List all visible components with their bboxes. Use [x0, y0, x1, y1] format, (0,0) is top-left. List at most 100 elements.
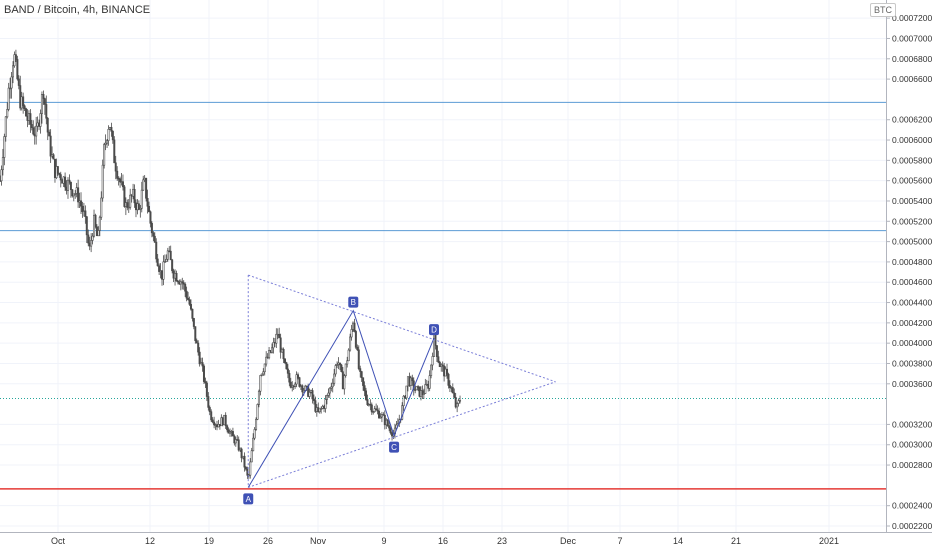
candle-body [428, 375, 431, 389]
candle-body [334, 365, 337, 375]
candle-body [256, 404, 259, 420]
candle-body [260, 373, 263, 376]
candle-body [424, 384, 427, 394]
candle-body [80, 200, 83, 207]
candle-body [272, 342, 275, 349]
pattern-point-d-badge [429, 324, 439, 336]
candle-body [431, 356, 434, 366]
candle-body [370, 404, 373, 413]
candle-body [389, 427, 392, 434]
pattern-point-a-label: A [246, 495, 252, 504]
candle-body [311, 390, 314, 400]
candle-body [331, 382, 334, 388]
candle-body [184, 283, 187, 292]
candle-body [85, 216, 88, 236]
candle-body [155, 241, 158, 260]
x-tick-label: 14 [673, 536, 683, 546]
candle-body [325, 395, 328, 400]
candle-body [126, 202, 129, 208]
candle-body [415, 386, 418, 391]
candle-body [10, 76, 13, 89]
candle-body [71, 189, 74, 197]
candle-body [257, 390, 260, 405]
price-axis-panel [886, 0, 932, 550]
candle-body [162, 261, 165, 280]
candle-body [294, 383, 297, 387]
pattern-point-c-badge [389, 441, 400, 453]
candle-body [187, 297, 190, 300]
candle-body [240, 448, 243, 459]
candle-body [270, 347, 273, 353]
candle-body [346, 360, 349, 365]
candle-body [30, 124, 33, 129]
candle-body [153, 235, 156, 243]
triangle-upper-line [248, 274, 556, 383]
candle-body [101, 164, 104, 199]
candle-body [279, 337, 282, 353]
candle-body [181, 281, 184, 284]
candle-body [129, 194, 132, 208]
candle-body [171, 259, 174, 272]
candle-body [49, 135, 52, 157]
candle-body [52, 154, 55, 160]
pattern-point-a-badge [243, 493, 254, 505]
candle-body [165, 259, 168, 262]
candle-body [282, 348, 285, 360]
candle-body [405, 385, 408, 399]
candle-body [116, 170, 119, 179]
candle-body [146, 198, 149, 207]
candle-body [268, 350, 271, 359]
candle-body [3, 136, 6, 158]
candle-body [58, 172, 61, 175]
candle-body [213, 421, 216, 426]
candle-body [185, 290, 188, 299]
candle-body [182, 282, 185, 285]
candle-body [94, 214, 97, 228]
candle-body [207, 396, 210, 408]
candle-body [121, 181, 124, 188]
candle-body [388, 425, 391, 429]
candle-body [66, 179, 69, 191]
candle-body [301, 385, 304, 393]
candle-body [411, 377, 414, 382]
candle-body [40, 94, 43, 114]
candle-body [457, 400, 460, 404]
candle-body [265, 356, 268, 365]
candle-body [110, 126, 113, 132]
abcd-pattern-line [247, 309, 435, 488]
candle-body [320, 408, 323, 410]
candle-body [275, 333, 278, 344]
candle-body [22, 96, 25, 107]
candle-body [327, 392, 330, 396]
candle-body [145, 177, 148, 199]
candle-body [176, 280, 179, 283]
currency-badge[interactable]: BTC [870, 3, 896, 17]
candle-body [104, 142, 107, 145]
candle-body [91, 235, 94, 241]
candle-body [430, 364, 433, 376]
candle-body [208, 407, 211, 413]
candle-body [1, 157, 4, 171]
candle-body [356, 346, 359, 351]
candle-body [347, 349, 350, 362]
candle-body [114, 162, 117, 172]
candle-body [234, 439, 237, 444]
candle-body [448, 385, 451, 389]
candle-body [344, 363, 347, 376]
x-tick-label: Nov [310, 536, 327, 546]
candle-body [295, 374, 298, 385]
candle-body [318, 408, 321, 413]
candle-body [205, 382, 208, 397]
candle-body [243, 455, 246, 468]
candle-body [158, 265, 161, 272]
candle-body [100, 197, 103, 218]
